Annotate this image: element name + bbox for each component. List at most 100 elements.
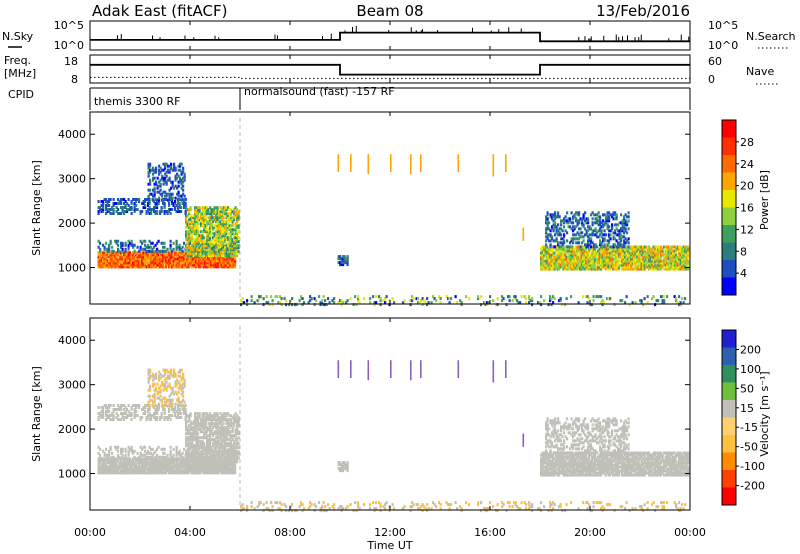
power-cell xyxy=(162,249,165,253)
power-cell xyxy=(545,221,548,225)
velocity-cell xyxy=(106,453,109,457)
power-cell xyxy=(528,301,531,305)
power-cell xyxy=(570,245,573,249)
power-cell xyxy=(105,251,108,255)
power-cell xyxy=(600,263,603,267)
power-cell xyxy=(507,295,510,299)
power-cell xyxy=(616,263,619,267)
power-cell xyxy=(589,255,592,259)
power-cell xyxy=(166,255,169,259)
power-cell xyxy=(584,243,587,247)
power-cell xyxy=(219,261,222,265)
power-cell xyxy=(574,255,577,259)
power-cell xyxy=(144,204,147,207)
power-cell xyxy=(150,257,153,261)
velocity-cell xyxy=(144,463,147,467)
power-cell xyxy=(159,188,162,192)
power-cell xyxy=(233,218,236,222)
power-cell xyxy=(213,259,216,263)
power-cell xyxy=(654,267,657,271)
velocity-cell xyxy=(171,469,174,473)
power-cell xyxy=(150,192,153,196)
power-cell xyxy=(577,245,580,249)
power-cell xyxy=(581,217,584,221)
power-cell xyxy=(597,229,600,233)
power-cell xyxy=(648,255,651,259)
velocity-cell xyxy=(197,438,200,442)
power-cell xyxy=(540,267,543,271)
power-cell xyxy=(624,251,627,255)
power-cell xyxy=(231,230,234,234)
power-cell xyxy=(182,176,185,180)
power-cell xyxy=(640,267,643,271)
power-cell xyxy=(223,243,226,247)
velocity-cell xyxy=(162,461,165,465)
power-cell xyxy=(99,251,102,255)
power-cell xyxy=(206,206,209,210)
power-cell xyxy=(203,212,206,216)
power-cell xyxy=(173,166,176,170)
power-cell xyxy=(106,265,109,269)
power-cell xyxy=(559,263,562,267)
power-cell xyxy=(153,261,156,265)
power-cell xyxy=(598,267,601,271)
velocity-cell xyxy=(186,471,189,475)
velocity-cell xyxy=(207,452,210,456)
power-cell xyxy=(599,243,602,247)
power-cell xyxy=(627,265,630,269)
power-cell xyxy=(207,261,210,265)
power-cell xyxy=(580,261,583,265)
power-cell xyxy=(612,213,615,217)
power-cell xyxy=(630,245,633,249)
power-cell xyxy=(623,235,626,239)
power-cell xyxy=(651,263,654,267)
velocity-cell xyxy=(190,469,193,473)
power-cell xyxy=(546,249,549,253)
power-cell xyxy=(625,267,628,271)
power-cell xyxy=(596,219,599,223)
power-cell xyxy=(195,252,198,256)
power-cell xyxy=(224,230,227,234)
power-cell xyxy=(123,261,126,265)
power-cell xyxy=(594,229,597,233)
velocity-cell xyxy=(121,447,124,451)
power-cell xyxy=(178,243,181,247)
power-cell xyxy=(212,226,215,230)
power-cell xyxy=(654,245,657,249)
velocity-cell xyxy=(189,420,192,424)
power-cell xyxy=(624,255,627,259)
power-cell xyxy=(124,251,127,255)
velocity-cell xyxy=(111,463,114,467)
velocity-cell xyxy=(99,471,102,475)
colorbar-tick-label: 28 xyxy=(740,136,754,149)
power-cell xyxy=(236,218,239,222)
power-cell xyxy=(204,212,207,216)
velocity-cell xyxy=(139,467,142,471)
power-cell xyxy=(156,241,159,245)
velocity-cell xyxy=(178,453,181,457)
power-streak xyxy=(410,154,412,175)
power-cell xyxy=(591,253,594,257)
power-cell xyxy=(548,239,551,243)
velocity-cell xyxy=(208,469,211,473)
power-cell xyxy=(552,257,555,261)
power-cell xyxy=(585,229,588,233)
power-cell xyxy=(97,206,100,209)
velocity-cell xyxy=(207,418,210,422)
velocity-cell xyxy=(117,449,120,453)
velocity-cell xyxy=(192,434,195,438)
power-cell xyxy=(495,303,498,307)
power-cell xyxy=(219,238,222,242)
power-cell xyxy=(552,245,555,249)
velocity-cell xyxy=(202,467,205,471)
power-cell xyxy=(222,259,225,263)
power-cell xyxy=(571,267,574,271)
power-cell xyxy=(597,235,600,239)
power-cell xyxy=(215,236,218,240)
power-cell xyxy=(186,222,189,226)
power-cell xyxy=(337,261,340,265)
power-cell xyxy=(174,176,177,180)
power-cell xyxy=(584,227,587,231)
power-cell xyxy=(687,249,690,253)
velocity-cell xyxy=(160,469,163,473)
